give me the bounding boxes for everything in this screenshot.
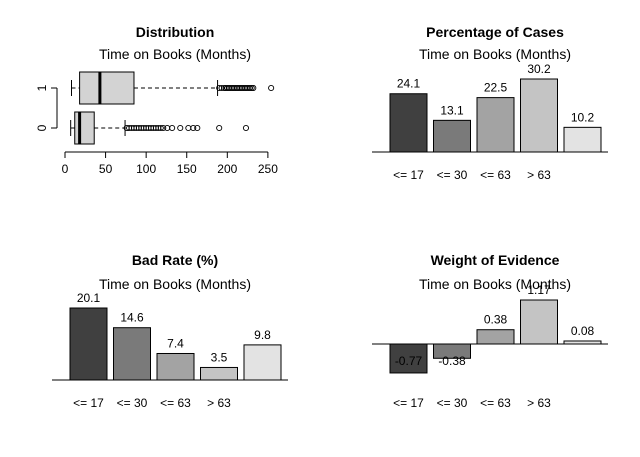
data-label: 0.38 — [484, 313, 508, 327]
data-label: 1.17 — [527, 283, 551, 297]
bad-rate-subtitle: Time on Books (Months) — [99, 276, 251, 292]
category-label: <= 63 — [160, 396, 191, 410]
data-label: 7.4 — [167, 336, 184, 350]
percentage-panel: Percentage of Cases Time on Books (Month… — [372, 24, 608, 182]
bar — [156, 352, 195, 381]
distribution-subtitle: Time on Books (Months) — [99, 46, 251, 62]
percentage-bars: 24.1 <= 17 13.1 <= 30 22.5 <= 63 30.2 > 63 10.2 — [372, 62, 608, 182]
data-label: 3.5 — [211, 350, 228, 364]
outlier-point — [169, 124, 176, 132]
x-tick-label: 0 — [62, 162, 69, 176]
box-group-1: 1 — [35, 71, 275, 105]
data-label: 20.1 — [77, 291, 101, 305]
data-label: 9.8 — [254, 328, 271, 342]
outlier-point — [194, 124, 201, 132]
bar — [476, 329, 515, 345]
distribution-title: Distribution — [136, 24, 215, 40]
box-group-0: 0 — [35, 111, 250, 145]
outlier-point — [190, 124, 197, 132]
bar — [563, 126, 602, 153]
bar — [433, 343, 471, 359]
data-label: -0.38 — [438, 354, 466, 368]
category-label: <= 63 — [480, 396, 511, 410]
iqr-box — [74, 111, 95, 145]
bar — [113, 327, 151, 381]
outlier-point — [157, 124, 164, 132]
outlier-point — [250, 84, 257, 92]
category-label: > 63 — [527, 396, 551, 410]
woe-subtitle: Time on Books (Months) — [419, 276, 571, 292]
bar — [520, 299, 558, 345]
data-label: 24.1 — [397, 77, 421, 91]
outlier-point — [177, 124, 184, 132]
x-tick-label: 50 — [99, 162, 113, 176]
woe-panel: -0.77 <= 17 -0.38 <= 30 0.38 <= 63 1.17 > 63 0.0… — [372, 252, 608, 410]
distribution-x-axis: 0 50 100 150 200 250 — [51, 87, 278, 176]
outlier-point — [160, 124, 167, 132]
bar — [563, 340, 602, 345]
group-label: 0 — [35, 124, 49, 131]
woe-bars: -0.77 <= 17 -0.38 <= 30 0.38 <= 63 1.17 > 63 0.0… — [372, 283, 608, 410]
group-label: 1 — [35, 84, 49, 91]
category-label: <= 30 — [437, 168, 468, 182]
data-label: 22.5 — [484, 81, 508, 95]
outlier-point — [248, 84, 255, 92]
bar — [476, 97, 515, 153]
bar — [433, 119, 471, 153]
data-label: -0.77 — [395, 354, 423, 368]
x-tick-label: 150 — [177, 162, 197, 176]
iqr-box — [79, 71, 135, 105]
distribution-panel: Distribution Time on Books (Months) 10 0… — [35, 24, 278, 176]
percentage-title: Percentage of Cases — [426, 24, 564, 40]
category-label: <= 17 — [73, 396, 104, 410]
category-label: <= 30 — [437, 396, 468, 410]
x-tick-label: 100 — [136, 162, 156, 176]
bar — [389, 343, 428, 374]
distribution-boxplot: 10 — [35, 71, 275, 145]
bar — [200, 366, 238, 381]
outlier-point — [246, 84, 254, 92]
bad-rate-bars: 20.1 <= 17 14.6 <= 30 7.4 <= 63 3.5 > 63 9.8 — [52, 291, 288, 410]
category-label: <= 17 — [393, 396, 424, 410]
outlier-point — [242, 124, 250, 132]
bar — [389, 93, 428, 153]
x-tick-label: 250 — [258, 162, 278, 176]
category-label: > 63 — [527, 168, 551, 182]
data-label: 10.2 — [571, 110, 595, 124]
data-label: 13.1 — [440, 103, 464, 117]
data-label: 30.2 — [527, 62, 551, 76]
data-label: 0.08 — [571, 324, 595, 338]
percentage-subtitle: Time on Books (Months) — [419, 46, 571, 62]
outlier-point — [216, 124, 223, 132]
bad-rate-panel: Bad Rate (%) Time on Books (Months) 20.1… — [52, 252, 288, 410]
category-label: <= 17 — [393, 168, 424, 182]
outlier-point — [218, 84, 225, 92]
woe-title: Weight of Evidence — [431, 252, 560, 268]
x-tick-label: 200 — [217, 162, 237, 176]
bar — [243, 344, 282, 381]
category-label: > 63 — [207, 396, 231, 410]
category-label: <= 30 — [117, 396, 148, 410]
data-label: 14.6 — [120, 311, 144, 325]
bar — [520, 78, 558, 153]
outlier-point — [268, 84, 275, 92]
bar — [69, 307, 108, 381]
category-label: <= 63 — [480, 168, 511, 182]
bad-rate-title: Bad Rate (%) — [132, 252, 218, 268]
